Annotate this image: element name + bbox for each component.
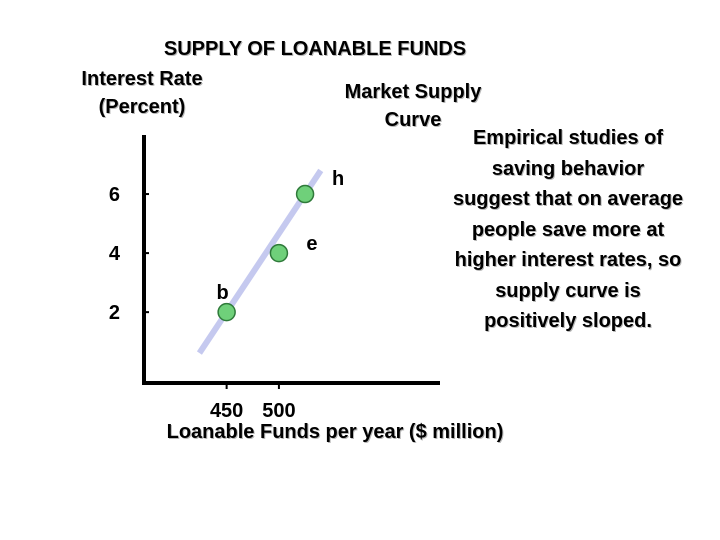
- data-point-e: [269, 243, 289, 263]
- data-point-b: [217, 302, 236, 322]
- point-label-h: h: [332, 168, 344, 190]
- data-point-h: [295, 184, 315, 204]
- x-axis-label: Loanable Funds per year ($ million): [166, 421, 504, 443]
- point-label-e: e: [306, 233, 317, 255]
- point-label-b: b: [217, 282, 229, 304]
- series-label-market-supply-curve: Market Supply Curve: [344, 81, 482, 131]
- x-tick-label: 500: [262, 400, 295, 422]
- x-tick-label: 450: [210, 400, 243, 422]
- chart-title: SUPPLY OF LOANABLE FUNDS: [163, 38, 467, 60]
- y-tick-label: 2: [109, 302, 120, 324]
- y-axis-label: Interest Rate (Percent): [81, 68, 203, 118]
- y-tick-label: 4: [109, 243, 121, 265]
- y-tick-label: 6: [109, 184, 120, 206]
- annotation-note: Empirical studies of saving behavior sug…: [452, 127, 684, 332]
